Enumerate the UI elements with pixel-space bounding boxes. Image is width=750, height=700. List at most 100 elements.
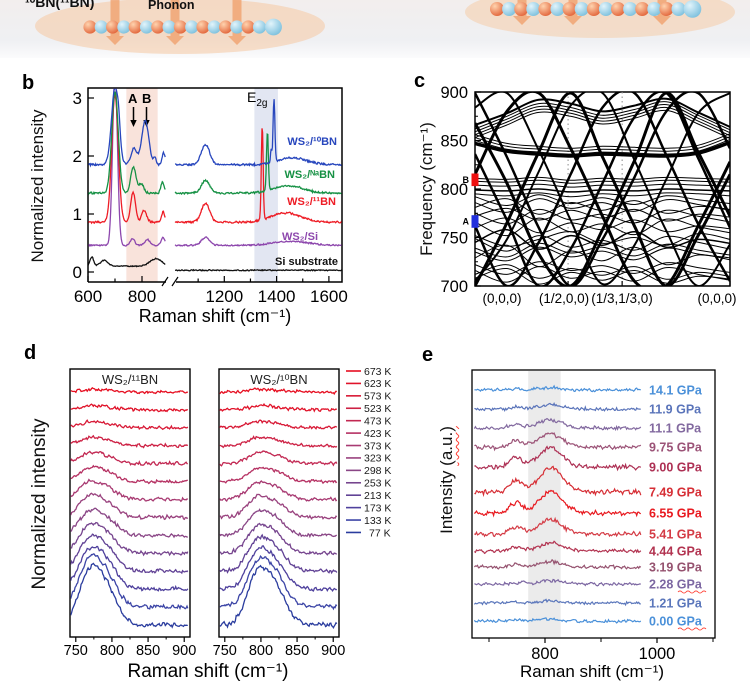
y-tick-label: 0 [73,263,82,282]
panel-e-plot: 800 1000 14.1 GPa 11.9 GPa 11.1 GPa 9.75 GPa 9… [471,369,716,663]
temperature-curve [219,419,338,430]
y-tick-label: 700 [440,278,468,296]
temperature-curve [70,562,188,629]
phonon-band [475,92,730,286]
spectrum-curve [88,92,342,225]
x-tick-label: 800 [249,643,273,659]
nitrogen-atom [185,20,199,34]
legend-label: 673 K [364,366,391,378]
pressure-curve [473,598,641,607]
temperature-curve [219,555,338,611]
peak-b-annotation: B [142,91,152,106]
panel-d-ylabel: Normalized intensity [29,418,50,590]
x-tick-label: 1200 [205,287,243,306]
phonon-band [475,198,730,213]
phonon-band [475,176,730,181]
pressure-label: 11.9 GPa [649,403,702,417]
pressure-label: 0.00 GPa [649,615,703,629]
x-tick-label: 1400 [258,287,296,306]
axis-break-icon [161,276,179,287]
pressure-curve [474,384,641,393]
x-tick-label: 850 [285,643,309,659]
phonon-band [475,92,730,286]
mode-marker-label: B [463,175,470,185]
temperature-curve [219,387,338,396]
panel-e-ylabel: Intensity (a.u.) [437,410,457,550]
panel-e-ylabel-base: Intensity [437,465,456,534]
phonon-band [475,198,730,215]
phonon-band [475,101,730,131]
y-tick-label: 2 [73,147,82,166]
nitrogen-atom [647,2,662,16]
mode-marker [471,173,479,187]
legend-label: 473 K [364,415,391,427]
boron-atom [611,2,625,16]
pressure-label: 9.00 GPa [649,461,703,475]
phonon-band [475,92,730,286]
nitrogen-atom [117,20,131,34]
legend-label: 253 K [364,478,391,490]
legend-label: 213 K [364,490,391,502]
phonon-band [475,264,730,280]
boron-atom [106,20,120,34]
temperature-curve [70,545,189,592]
boron-atom [514,2,529,16]
e2g-base: E [247,89,257,105]
temperature-curve [219,450,338,467]
isotope-label: ¹⁰BN(¹¹BN) [25,0,95,10]
nitrogen-atom [162,20,176,34]
x-tick-label: 850 [136,643,160,659]
nitrogen-atom [623,2,638,16]
pressure-curve [473,617,642,624]
peak-a-annotation: A [128,91,138,106]
spectrum-curve [88,88,342,168]
temperature-curve [219,402,338,413]
y-tick-label: 800 [440,181,468,199]
x-tick-label: 800 [100,643,124,659]
panel-letter-d: d [24,342,37,364]
pressure-curve [474,432,642,452]
phonon-band [475,92,730,286]
axes-frame [87,87,343,283]
nitrogen-atom [526,2,541,16]
panel-d-xlabel: Raman shift (cm⁻¹) [127,661,289,682]
temperature-curve [70,533,189,575]
series-label: WS₂/ᴺᵃBN [284,169,335,181]
panel-d-left-title: WS₂/¹¹BN [101,372,159,387]
x-tick-label: 800 [128,287,156,306]
legend-label: 373 K [364,440,391,452]
axes-frame [471,369,716,639]
atom-chain-graphic [35,0,735,54]
temperature-curve [219,466,338,485]
pressure-curve [474,540,642,555]
series-label: WS₂/¹¹BN [287,196,336,208]
phonon-band [475,104,730,134]
legend-label: 298 K [364,465,391,477]
panel-d-right-title: WS₂/¹⁰BN [250,372,308,387]
y-tick-label: 850 [440,133,468,151]
boron-atom [128,20,142,34]
nitrogen-atom [502,2,517,16]
spectrum-curve [88,255,342,272]
legend-label: 173 K [364,502,391,514]
temperature-curve [70,434,189,449]
panel-c-plot: 700 750 800 850 900 (0,0,0) (1/2,0,0) (1/3,1/3,… [440,84,736,306]
x-tick-label: 1600 [310,287,348,306]
phonon-band [475,136,730,152]
legend-label: 77 K [369,527,391,539]
panel-b-plot: 600 800 1200 1400 1600 0 1 2 3 [73,87,348,306]
nitrogen-atom [207,20,221,34]
boron-atom [659,2,674,16]
legend-label: 523 K [364,403,391,415]
nitrogen-atom [94,20,108,34]
phonon-band [475,192,730,198]
phonon-band [475,267,730,285]
pressure-curve [474,401,641,412]
pressure-curve [474,578,641,587]
spellcheck-underline [677,590,707,594]
phonon-band [475,217,730,234]
boron-atom [538,2,553,16]
pressure-label: 2.28 GPa [649,578,703,592]
pressure-label: 14.1 GPa [649,384,703,398]
